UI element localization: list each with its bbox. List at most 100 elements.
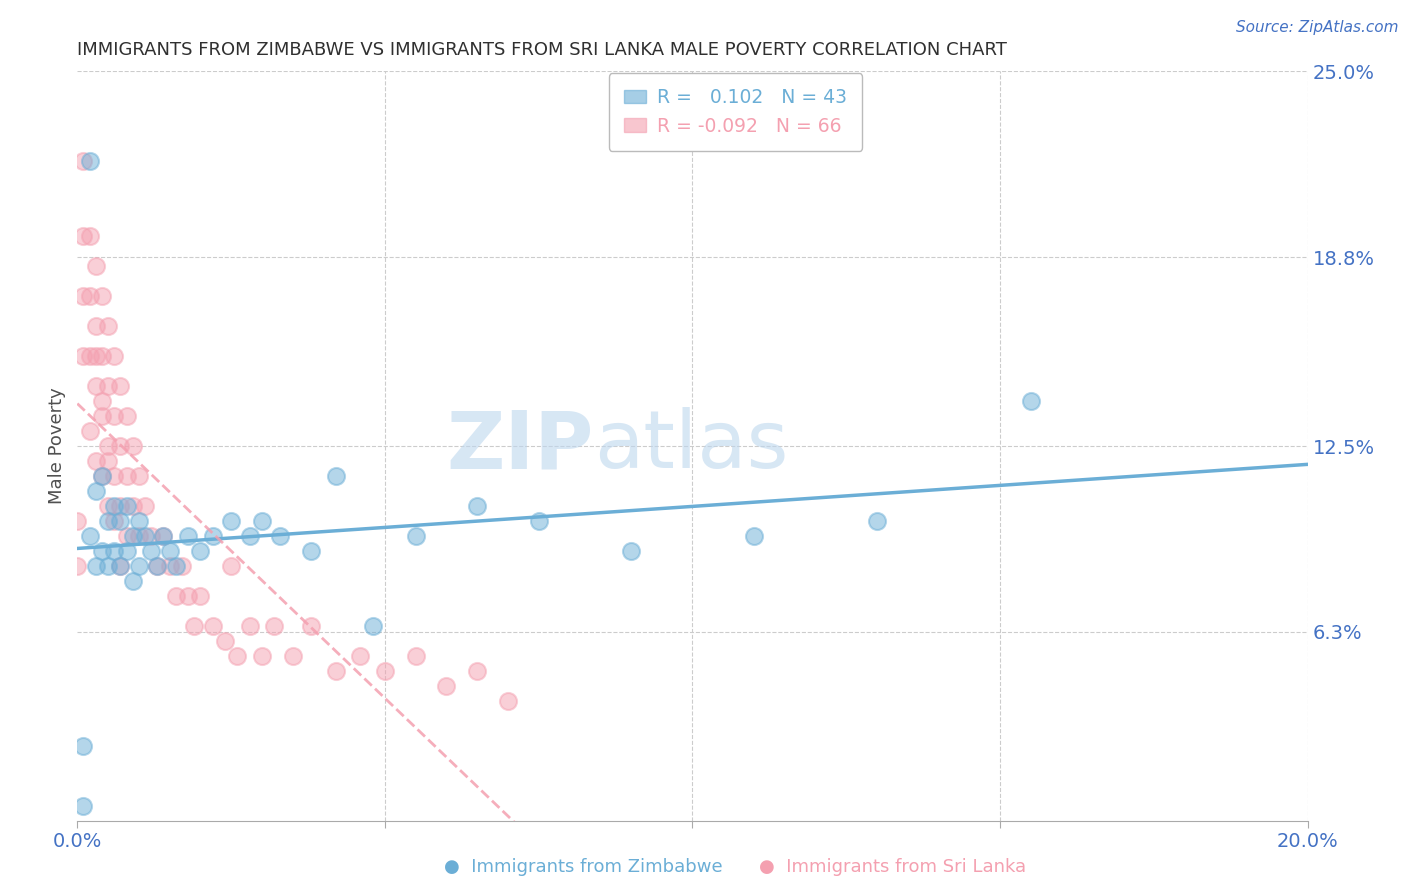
Point [110, 514, 132, 528]
Point [177, 529, 200, 543]
Point [90, 289, 114, 303]
Point [141, 544, 163, 558]
Point [141, 529, 163, 543]
Point [103, 349, 125, 363]
Point [84, 454, 107, 468]
Point [405, 648, 427, 663]
Point [742, 529, 765, 543]
Point [79, 289, 101, 303]
Point [226, 648, 249, 663]
Point [66, 514, 89, 528]
Point [188, 544, 212, 558]
Point [72, 289, 94, 303]
Point [79, 229, 101, 244]
Point [188, 589, 212, 603]
Point [325, 664, 347, 678]
Point [110, 439, 132, 453]
Point [152, 529, 174, 543]
Text: ●  Immigrants from Sri Lanka: ● Immigrants from Sri Lanka [759, 858, 1026, 876]
Point [97, 558, 120, 573]
Point [134, 529, 156, 543]
Point [239, 529, 262, 543]
Point [115, 499, 138, 513]
Point [84, 483, 107, 498]
Point [121, 439, 143, 453]
Point [250, 514, 273, 528]
Point [496, 694, 519, 708]
Point [72, 154, 94, 169]
Point [103, 514, 125, 528]
Point [374, 664, 396, 678]
Point [128, 514, 150, 528]
Point [110, 558, 132, 573]
Point [201, 529, 224, 543]
Point [436, 679, 458, 693]
Text: Source: ZipAtlas.com: Source: ZipAtlas.com [1236, 20, 1399, 35]
Point [90, 544, 114, 558]
Point [84, 379, 107, 393]
Point [103, 544, 125, 558]
Point [103, 469, 125, 483]
Point [90, 349, 114, 363]
Point [115, 409, 138, 423]
Point [79, 349, 101, 363]
Point [299, 619, 322, 633]
Point [84, 259, 107, 273]
Point [239, 619, 262, 633]
Point [219, 514, 242, 528]
Point [72, 349, 94, 363]
Point [121, 529, 143, 543]
Point [97, 499, 120, 513]
Point [361, 619, 384, 633]
Point [349, 648, 371, 663]
Y-axis label: Male Poverty: Male Poverty [48, 388, 66, 504]
Point [84, 558, 107, 573]
Point [165, 558, 187, 573]
Text: ●  Immigrants from Zimbabwe: ● Immigrants from Zimbabwe [444, 858, 723, 876]
Text: IMMIGRANTS FROM ZIMBABWE VS IMMIGRANTS FROM SRI LANKA MALE POVERTY CORRELATION C: IMMIGRANTS FROM ZIMBABWE VS IMMIGRANTS F… [77, 41, 1007, 59]
Point [115, 544, 138, 558]
Point [115, 469, 138, 483]
Point [66, 558, 89, 573]
Point [281, 648, 304, 663]
Point [146, 558, 169, 573]
Point [128, 558, 150, 573]
Point [465, 664, 488, 678]
Point [405, 529, 427, 543]
Point [97, 379, 120, 393]
Point [465, 499, 488, 513]
Point [214, 633, 236, 648]
Point [128, 529, 150, 543]
Point [325, 469, 347, 483]
Point [90, 409, 114, 423]
Point [134, 499, 156, 513]
Point [128, 469, 150, 483]
Point [866, 514, 889, 528]
Point [84, 319, 107, 334]
Point [146, 558, 169, 573]
Point [269, 529, 291, 543]
Point [159, 544, 181, 558]
Point [84, 349, 107, 363]
Point [79, 154, 101, 169]
Point [152, 529, 174, 543]
Point [110, 558, 132, 573]
Point [121, 499, 143, 513]
Point [201, 619, 224, 633]
Point [90, 469, 114, 483]
Point [110, 379, 132, 393]
Point [1019, 394, 1042, 409]
Point [90, 394, 114, 409]
Point [177, 589, 200, 603]
Point [170, 558, 193, 573]
Point [250, 648, 273, 663]
Point [620, 544, 643, 558]
Point [90, 469, 114, 483]
Point [79, 424, 101, 438]
Point [165, 589, 187, 603]
Point [97, 319, 120, 334]
Point [97, 454, 120, 468]
Point [183, 619, 205, 633]
Point [299, 544, 322, 558]
Text: atlas: atlas [595, 407, 789, 485]
